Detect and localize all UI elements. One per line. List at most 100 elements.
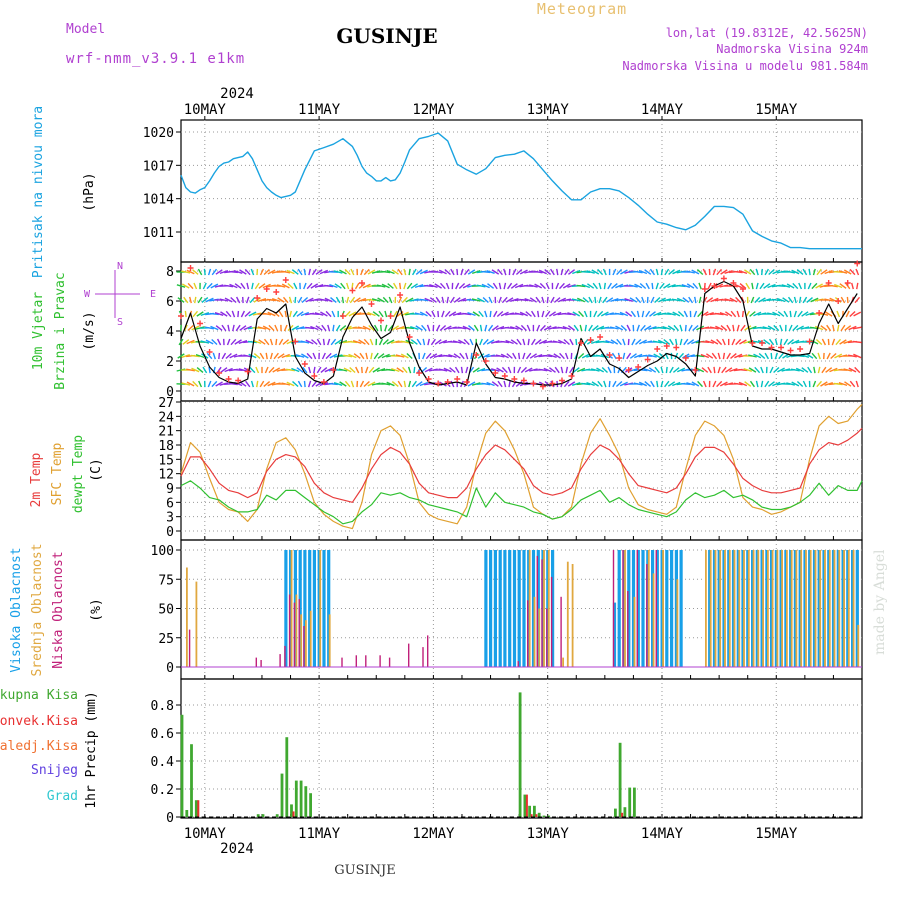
wind-arrow	[720, 269, 728, 275]
wind-arrow	[783, 310, 789, 318]
wind-arrow	[489, 310, 492, 318]
cloud-low-bar	[341, 657, 343, 667]
wind-arrow	[838, 354, 848, 358]
cloud-high-bar	[831, 550, 836, 667]
wind-arrow	[245, 380, 251, 388]
wind-arrow	[541, 296, 545, 304]
wind-arrow	[249, 296, 256, 304]
wind-arrow	[265, 352, 268, 360]
wind-arrow	[529, 368, 538, 372]
wind-arrow	[406, 352, 413, 360]
cloud-low-bar	[279, 654, 281, 667]
wind-arrow	[350, 380, 355, 388]
wind-arrow	[267, 269, 276, 275]
wind-arrow	[676, 297, 686, 303]
wind-arrow	[210, 283, 219, 289]
wind-arrow	[237, 310, 240, 318]
wind-arrow	[516, 338, 522, 346]
y-tick-label: 1020	[143, 126, 174, 141]
wind-arrow	[705, 340, 714, 344]
wind-arrow	[567, 284, 576, 288]
wind-arrow	[660, 366, 664, 374]
wind-arrow	[371, 382, 381, 386]
wind-arrow	[248, 311, 257, 317]
wind-arrow	[707, 366, 712, 374]
wind-arrow	[740, 324, 746, 332]
wind-arrow	[816, 268, 822, 276]
wind-arrow	[658, 297, 666, 303]
precip-total-bar	[528, 805, 531, 817]
wind-arrow	[663, 283, 671, 289]
wind-arrow	[518, 352, 521, 360]
gust-marker	[358, 280, 365, 286]
wind-arrow	[377, 297, 385, 303]
cloud-low-bar	[288, 594, 291, 667]
wind-arrow	[529, 353, 537, 359]
wind-arrow	[824, 298, 834, 302]
cloud-mid-bar	[790, 550, 793, 667]
cloud-low-bar	[627, 591, 629, 667]
wind-arrow	[453, 297, 461, 303]
cloud-low-bar	[517, 661, 519, 667]
wind-arrow	[458, 339, 466, 345]
wind-arrow	[430, 338, 436, 346]
cloud-mid-bar	[533, 596, 536, 667]
gust-marker	[568, 373, 575, 379]
cloud-high-bar	[293, 550, 297, 667]
wind-arrow	[615, 380, 623, 388]
cloud-high-bar	[779, 550, 783, 667]
wind-arrow	[738, 269, 748, 275]
wind-arrow	[576, 297, 586, 303]
precip-total-bar	[618, 742, 622, 817]
wind-arrow	[588, 324, 593, 332]
wind-arrow	[762, 326, 772, 330]
wind-speed-line	[180, 280, 858, 386]
wind-arrow	[252, 312, 262, 316]
wind-arrow	[206, 282, 213, 290]
wind-arrow	[721, 338, 726, 346]
wind-arrow	[667, 381, 676, 387]
cloud-high-bar	[651, 550, 655, 667]
cloud-high-bar	[793, 550, 797, 667]
gust-marker	[606, 352, 613, 358]
wind-arrow	[591, 339, 600, 345]
wind-arrow	[786, 382, 795, 386]
wind-arrow	[664, 380, 670, 388]
cloud-mid-bar	[752, 550, 755, 667]
wind-arrow	[669, 338, 674, 346]
wind-arrow	[457, 297, 467, 303]
wind-arrow	[679, 324, 683, 332]
gust-marker	[825, 280, 832, 286]
wind-arrow	[315, 325, 323, 331]
wind-arrow	[412, 268, 417, 276]
wind-arrow	[235, 324, 241, 332]
wind-arrow	[470, 352, 473, 360]
wind-arrow	[724, 298, 734, 302]
gust-marker	[635, 364, 642, 370]
cloud-mid-bar	[319, 550, 322, 667]
wind-arrow	[192, 380, 199, 388]
wind-arrow	[805, 353, 814, 359]
wind-arrow	[225, 352, 232, 360]
wind-arrow	[524, 297, 533, 303]
wind-arrow	[433, 354, 443, 358]
wind-arrow	[255, 366, 260, 374]
wind-label-1: 10m Vjetar	[31, 292, 46, 370]
wind-arrow	[415, 269, 423, 275]
wind-arrow	[763, 339, 771, 345]
wind-arrow	[473, 324, 479, 332]
wind-arrow	[761, 268, 763, 276]
wind-arrow	[660, 380, 664, 388]
wind-arrow	[626, 352, 632, 360]
cloud-low-bar	[260, 660, 262, 667]
wind-arrow	[365, 352, 369, 360]
wind-arrow	[380, 324, 382, 332]
precip-total-bar	[256, 814, 260, 817]
wind-arrow	[562, 283, 571, 289]
wind-arrow	[305, 297, 314, 303]
gust-marker	[616, 355, 623, 361]
wind-arrow	[343, 354, 353, 358]
wind-arrow	[531, 338, 536, 346]
wind-arrow	[296, 311, 304, 317]
wind-arrow	[712, 380, 717, 388]
